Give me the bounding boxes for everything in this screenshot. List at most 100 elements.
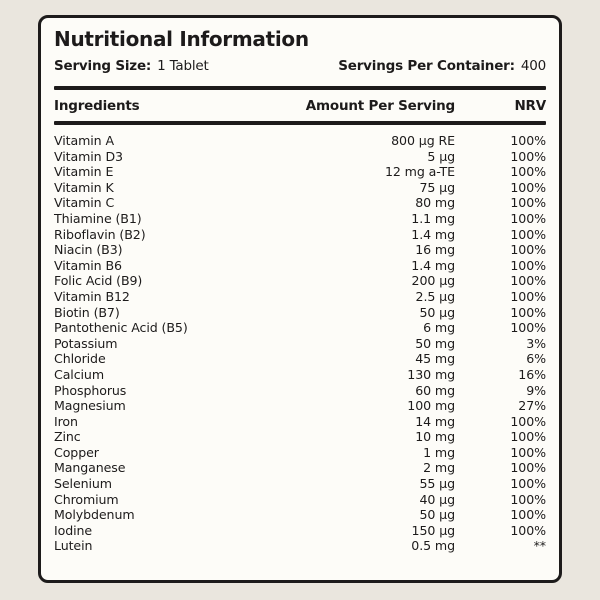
servings-per-container-label: Servings Per Container: xyxy=(338,58,515,74)
ingredient-name: Magnesium xyxy=(54,398,126,414)
table-row: Iodine 150 µg 100% xyxy=(54,523,546,539)
ingredient-nrv: 100% xyxy=(510,226,546,242)
ingredient-nrv: 100% xyxy=(510,507,546,523)
ingredient-nrv: 9% xyxy=(526,382,546,398)
ingredient-nrv: 100% xyxy=(510,179,546,195)
table-row: Chromium 40 µg 100% xyxy=(54,492,546,508)
column-header-ingredients: Ingredients xyxy=(54,98,140,114)
table-row: Riboflavin (B2) 1.4 mg 100% xyxy=(54,227,546,243)
ingredient-name: Vitamin A xyxy=(54,133,114,148)
table-row: Lutein 0.5 mg ** xyxy=(54,538,546,554)
ingredient-name: Thiamine (B1) xyxy=(54,210,142,226)
ingredients-table: Vitamin A 800 µg RE 100% Vitamin D3 5 µg 100%… xyxy=(54,133,546,554)
serving-size-label: Serving Size: xyxy=(54,58,152,74)
ingredient-name: Molybdenum xyxy=(54,507,135,523)
ingredient-nrv: 100% xyxy=(510,242,546,258)
ingredient-nrv: 100% xyxy=(510,148,546,164)
ingredient-nrv: 100% xyxy=(510,429,546,445)
ingredient-amount: 2 mg xyxy=(423,460,455,476)
table-row: Vitamin C 80 mg 100% xyxy=(54,195,546,211)
ingredient-amount: 2.5 µg xyxy=(415,288,456,304)
ingredient-name: Vitamin K xyxy=(54,179,114,195)
table-row: Biotin (B7) 50 µg 100% xyxy=(54,305,546,321)
ingredient-nrv: 100% xyxy=(510,273,546,289)
serving-size: Serving Size: 1 Tablet xyxy=(54,58,209,74)
ingredient-nrv: 100% xyxy=(510,195,546,211)
ingredient-nrv: 100% xyxy=(510,476,546,492)
ingredient-nrv: 27% xyxy=(518,398,546,414)
ingredient-name: Vitamin B6 xyxy=(54,257,122,273)
ingredient-nrv: 100% xyxy=(510,133,546,148)
ingredient-nrv: 6% xyxy=(526,351,546,367)
ingredient-name: Riboflavin (B2) xyxy=(54,226,146,242)
ingredient-name: Vitamin E xyxy=(54,164,114,180)
ingredient-name: Potassium xyxy=(54,335,118,351)
column-header-amount-per-serving: Amount Per Serving xyxy=(305,98,455,114)
ingredient-amount: 800 µg RE xyxy=(391,133,455,148)
column-header-nrv: NRV xyxy=(514,98,546,114)
table-row: Chloride 45 mg 6% xyxy=(54,351,546,367)
table-row: Calcium 130 mg 16% xyxy=(54,367,546,383)
table-row: Magnesium 100 mg 27% xyxy=(54,398,546,414)
ingredient-amount: 50 mg xyxy=(415,335,455,351)
divider-below-header xyxy=(54,121,546,125)
table-row: Copper 1 mg 100% xyxy=(54,445,546,461)
ingredient-amount: 1.4 mg xyxy=(411,257,455,273)
servings-per-container-value: 400 xyxy=(520,58,546,74)
ingredient-nrv: 100% xyxy=(510,460,546,476)
table-row: Vitamin K 75 µg 100% xyxy=(54,180,546,196)
ingredient-amount: 40 µg xyxy=(419,491,455,507)
ingredient-nrv: 100% xyxy=(510,257,546,273)
table-row: Selenium 55 µg 100% xyxy=(54,476,546,492)
serving-info-row: Serving Size: 1 Tablet Servings Per Conta… xyxy=(54,58,546,74)
ingredient-nrv: 100% xyxy=(510,210,546,226)
ingredient-nrv: 16% xyxy=(518,366,546,382)
ingredient-name: Iron xyxy=(54,413,78,429)
ingredient-name: Chloride xyxy=(54,351,106,367)
ingredient-nrv: 100% xyxy=(510,304,546,320)
ingredient-nrv: 100% xyxy=(510,164,546,180)
ingredient-nrv: 3% xyxy=(526,335,546,351)
table-row: Thiamine (B1) 1.1 mg 100% xyxy=(54,211,546,227)
divider-top xyxy=(54,86,546,90)
ingredient-amount: 12 mg a-TE xyxy=(384,164,455,180)
ingredient-amount: 45 mg xyxy=(415,351,455,367)
ingredient-nrv: ** xyxy=(533,538,547,554)
table-row: Pantothenic Acid (B5) 6 mg 100% xyxy=(54,320,546,336)
ingredient-nrv: 100% xyxy=(510,444,546,460)
ingredient-amount: 50 µg xyxy=(419,507,455,523)
ingredient-name: Vitamin D3 xyxy=(54,148,123,164)
ingredient-nrv: 100% xyxy=(510,288,546,304)
ingredient-amount: 1.1 mg xyxy=(411,210,455,226)
ingredient-amount: 50 µg xyxy=(419,304,455,320)
table-row: Vitamin B12 2.5 µg 100% xyxy=(54,289,546,305)
ingredient-amount: 14 mg xyxy=(415,413,455,429)
table-row: Vitamin B6 1.4 mg 100% xyxy=(54,258,546,274)
table-row: Folic Acid (B9) 200 µg 100% xyxy=(54,273,546,289)
ingredient-nrv: 100% xyxy=(510,413,546,429)
ingredient-amount: 60 mg xyxy=(415,382,455,398)
ingredient-name: Calcium xyxy=(54,366,104,382)
table-row: Molybdenum 50 µg 100% xyxy=(54,507,546,523)
ingredient-amount: 16 mg xyxy=(415,242,455,258)
ingredient-amount: 5 µg xyxy=(427,148,455,164)
ingredient-amount: 75 µg xyxy=(419,179,455,195)
ingredient-amount: 150 µg xyxy=(411,522,456,538)
ingredient-name: Phosphorus xyxy=(54,382,127,398)
ingredient-name: Vitamin C xyxy=(54,195,115,211)
ingredient-name: Manganese xyxy=(54,460,126,476)
table-row: Niacin (B3) 16 mg 100% xyxy=(54,242,546,258)
servings-per-container: Servings Per Container: 400 xyxy=(338,58,546,74)
table-row: Manganese 2 mg 100% xyxy=(54,460,546,476)
ingredient-nrv: 100% xyxy=(510,522,546,538)
ingredient-amount: 1 mg xyxy=(423,444,455,460)
table-row: Potassium 50 mg 3% xyxy=(54,336,546,352)
ingredient-name: Niacin (B3) xyxy=(54,242,123,258)
ingredient-nrv: 100% xyxy=(510,491,546,507)
ingredient-amount: 10 mg xyxy=(415,429,455,445)
ingredient-amount: 55 µg xyxy=(419,476,455,492)
ingredient-name: Folic Acid (B9) xyxy=(54,273,143,289)
nutrition-panel: Nutritional Information Serving Size: 1 T… xyxy=(38,15,562,583)
ingredient-name: Vitamin B12 xyxy=(54,288,130,304)
